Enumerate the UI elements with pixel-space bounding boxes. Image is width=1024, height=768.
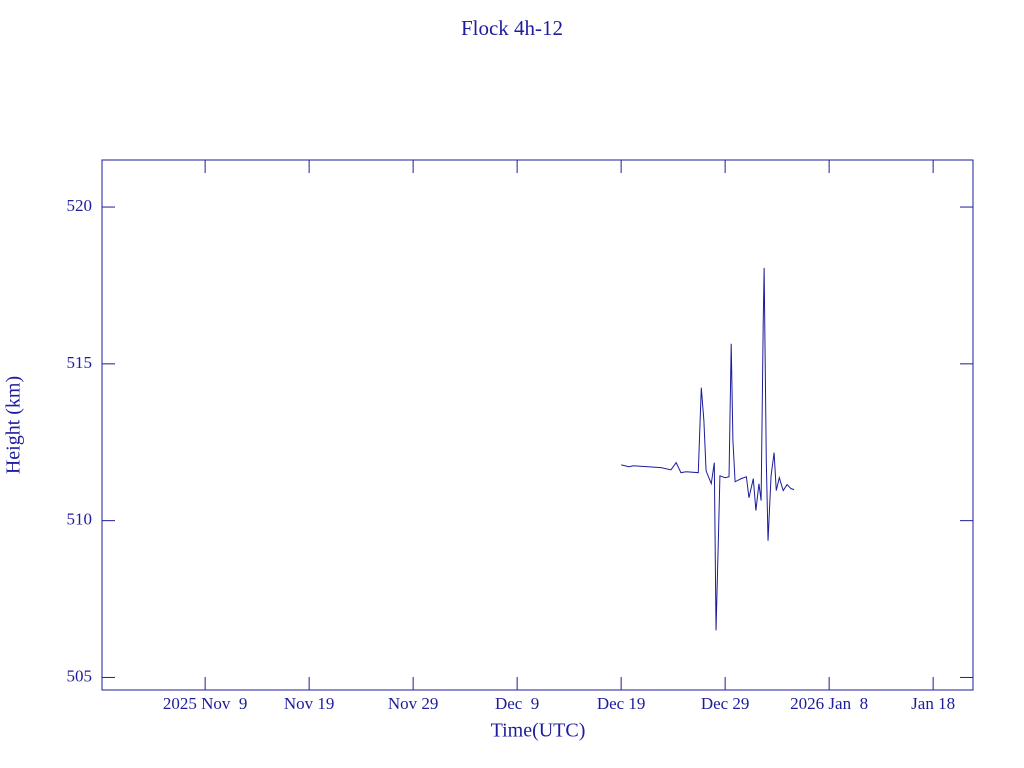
y-tick-label: 515 xyxy=(67,353,93,372)
chart-title: Flock 4h-12 xyxy=(461,16,563,40)
x-tick-label: 2025 Nov 9 xyxy=(163,694,248,713)
y-tick-label: 510 xyxy=(67,510,93,529)
x-tick-label: Dec 19 xyxy=(597,694,646,713)
x-tick-label: Dec 29 xyxy=(701,694,750,713)
x-tick-label: 2026 Jan 8 xyxy=(790,694,868,713)
x-tick-label: Nov 29 xyxy=(388,694,439,713)
y-tick-label: 505 xyxy=(67,666,93,685)
x-tick-label: Dec 9 xyxy=(495,694,539,713)
y-axis-label: Height (km) xyxy=(3,376,25,474)
plot-frame xyxy=(101,159,974,691)
data-line xyxy=(621,267,795,631)
x-axis-label: Time(UTC) xyxy=(491,720,586,742)
x-tick-label: Jan 18 xyxy=(911,694,955,713)
y-tick-label: 520 xyxy=(67,196,93,215)
x-tick-label: Nov 19 xyxy=(284,694,335,713)
